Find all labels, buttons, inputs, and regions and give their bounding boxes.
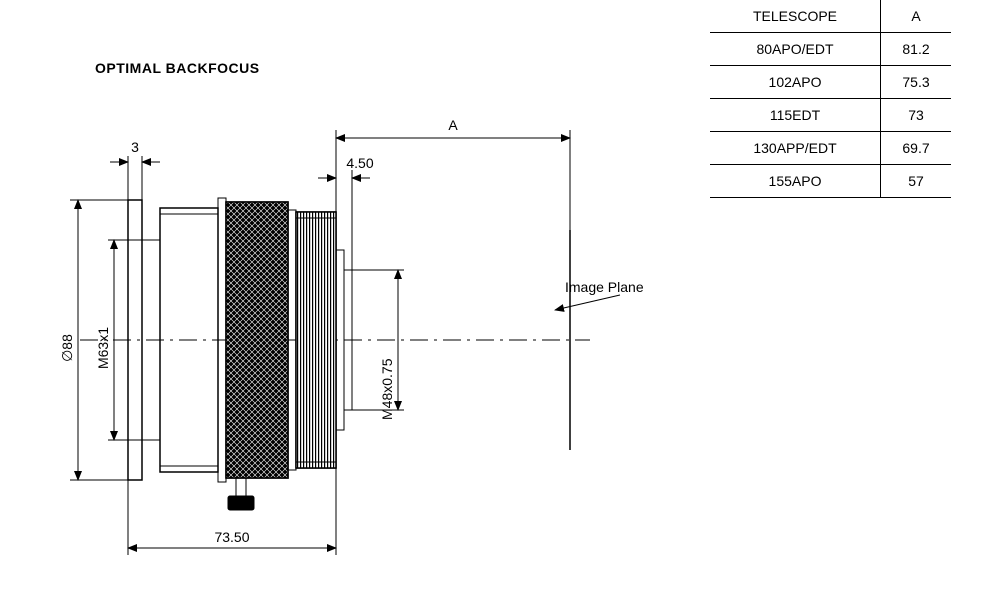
- label-thread-left: M63x1: [95, 327, 111, 369]
- page-title: OPTIMAL BACKFOCUS: [95, 60, 260, 76]
- header-telescope: TELESCOPE: [710, 0, 881, 33]
- cell-a: 75.3: [881, 66, 952, 99]
- dim-thread-right: M48x0.75: [352, 270, 404, 420]
- dim-backfocus-a: A: [336, 117, 570, 340]
- thumb-screw: [228, 478, 254, 510]
- table-row: 155APO 57: [710, 165, 951, 198]
- cell-telescope: 80APO/EDT: [710, 33, 881, 66]
- label-thread-right: M48x0.75: [379, 358, 395, 420]
- label-diameter: ∅88: [60, 334, 75, 362]
- cell-telescope: 102APO: [710, 66, 881, 99]
- header-a: A: [881, 0, 952, 33]
- cell-a: 73: [881, 99, 952, 132]
- cell-a: 69.7: [881, 132, 952, 165]
- dim-flange-width: 3: [110, 139, 160, 200]
- backfocus-table: TELESCOPE A 80APO/EDT 81.2 102APO 75.3 1…: [710, 0, 951, 198]
- cell-telescope: 115EDT: [710, 99, 881, 132]
- table-row: 115EDT 73: [710, 99, 951, 132]
- cell-telescope: 130APP/EDT: [710, 132, 881, 165]
- label-body-length: 73.50: [214, 529, 249, 545]
- label-image-plane: Image Plane: [565, 279, 644, 295]
- table-row: 102APO 75.3: [710, 66, 951, 99]
- table-row: 80APO/EDT 81.2: [710, 33, 951, 66]
- label-flange-width: 3: [131, 139, 139, 155]
- optical-drawing: ∅88 M63x1 3 73.50 4.50 A: [60, 100, 660, 590]
- table-header-row: TELESCOPE A: [710, 0, 951, 33]
- cell-telescope: 155APO: [710, 165, 881, 198]
- cell-a: 81.2: [881, 33, 952, 66]
- cell-a: 57: [881, 165, 952, 198]
- dim-body-length: 73.50: [128, 468, 336, 555]
- label-backfocus-a: A: [448, 117, 458, 133]
- label-step-width: 4.50: [346, 155, 373, 171]
- table-row: 130APP/EDT 69.7: [710, 132, 951, 165]
